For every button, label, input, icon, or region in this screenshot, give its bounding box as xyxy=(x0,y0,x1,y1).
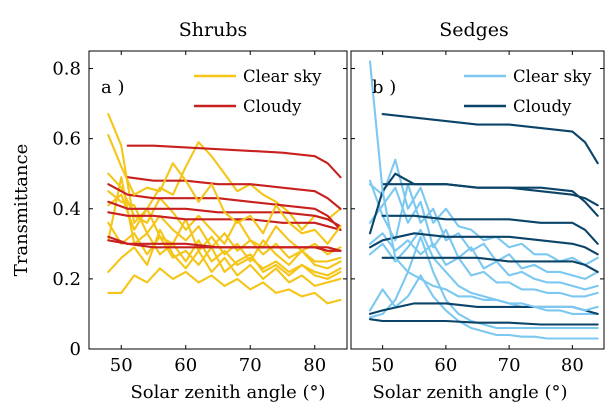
series-line-cloudy-shrubs xyxy=(107,239,342,252)
legend-label-cloudy-sedges: Cloudy xyxy=(513,97,572,116)
series-line-clear-sky-sedges xyxy=(368,60,599,312)
panel-title-sedges: Sedges xyxy=(439,19,509,41)
series-line-clear-sky-shrubs xyxy=(107,267,342,305)
legend-label-cloudy-shrubs: Cloudy xyxy=(243,97,302,116)
axis-frame-shrubs xyxy=(88,50,348,350)
axis-frame-sedges xyxy=(350,50,605,350)
y-axis-label: Transmittance xyxy=(11,144,32,277)
series-line-cloudy-sedges xyxy=(381,214,599,245)
series-line-cloudy-sedges xyxy=(368,318,599,326)
x-axis-label-sedges: Solar zenith angle (°) xyxy=(372,382,567,403)
x-tick-label: 50 xyxy=(371,355,394,376)
series-line-clear-sky-sedges xyxy=(368,274,599,340)
plot-area-shrubs: 50 60 70 80 0 0.2 0.4 0.6 0.8 xyxy=(52,51,347,376)
plot-area-sedges: 50 60 70 80 xyxy=(351,51,604,376)
legend-sedges: Clear sky Cloudy xyxy=(464,67,592,116)
series-line-clear-sky-shrubs xyxy=(107,190,342,263)
y-tick-label: 0.2 xyxy=(52,269,81,290)
y-tick-label: 0 xyxy=(70,339,81,360)
series-line-cloudy-shrubs xyxy=(107,183,342,231)
x-tick-label: 50 xyxy=(110,355,133,376)
series-line-cloudy-sedges xyxy=(381,113,599,165)
panel-label-b: b ) xyxy=(372,77,396,98)
legend-label-clear-sky-sedges: Clear sky xyxy=(513,67,592,86)
series-line-clear-sky-sedges xyxy=(368,228,599,315)
panel-sedges: Sedges Solar zenith angle (°) 50 60 70 80 b… xyxy=(350,19,605,403)
series-line-clear-sky-sedges xyxy=(368,232,599,298)
series-line-cloudy-sedges xyxy=(381,256,599,273)
x-tick-label: 80 xyxy=(303,355,326,376)
series-line-cloudy-shrubs xyxy=(107,200,342,228)
panel-label-a: a ) xyxy=(101,77,124,98)
series-line-cloudy-shrubs xyxy=(126,176,342,210)
x-tick-label: 70 xyxy=(239,355,262,376)
series-line-cloudy-shrubs xyxy=(126,144,342,179)
panel-title-shrubs: Shrubs xyxy=(179,19,248,41)
series-line-cloudy-sedges xyxy=(368,232,599,256)
series-line-cloudy-sedges xyxy=(381,183,599,217)
y-tick-label: 0.6 xyxy=(52,129,81,150)
y-tick-label: 0.8 xyxy=(52,59,81,80)
series-line-clear-sky-shrubs xyxy=(107,134,342,245)
panel-shrubs: Shrubs Transmittance Solar zenith angle … xyxy=(11,19,348,403)
x-tick-label: 70 xyxy=(498,355,521,376)
x-axis-label-shrubs: Solar zenith angle (°) xyxy=(130,382,325,403)
legend-label-clear-sky-shrubs: Clear sky xyxy=(243,67,322,86)
series-line-clear-sky-shrubs xyxy=(107,228,342,287)
y-tick-label: 0.4 xyxy=(52,199,81,220)
series-line-clear-sky-sedges xyxy=(368,186,599,291)
x-tick-label: 60 xyxy=(174,355,197,376)
x-tick-label: 60 xyxy=(434,355,457,376)
x-tick-label: 80 xyxy=(561,355,584,376)
legend-shrubs: Clear sky Cloudy xyxy=(194,67,322,116)
